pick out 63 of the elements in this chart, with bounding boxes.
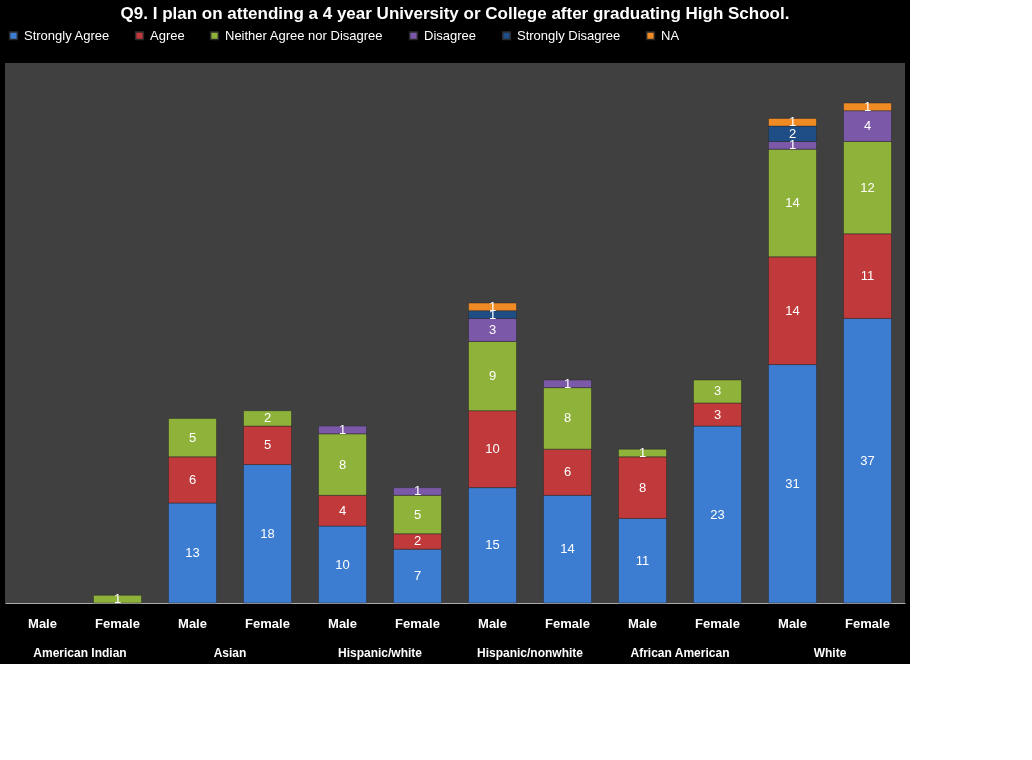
legend-label: Strongly Disagree bbox=[517, 27, 621, 43]
data-label: 6 bbox=[563, 464, 572, 480]
data-label: 4 bbox=[338, 502, 347, 518]
data-label: 1 bbox=[413, 483, 422, 499]
x-tick-label: Male bbox=[478, 615, 507, 631]
data-label: 3 bbox=[713, 406, 722, 422]
chart-title: Q9. I plan on attending a 4 year University or College after graduating High School. bbox=[120, 4, 790, 23]
x-tick-label: Female bbox=[695, 615, 740, 631]
data-label: 1 bbox=[563, 375, 572, 391]
data-label: 9 bbox=[488, 368, 497, 384]
data-label: 31 bbox=[785, 475, 800, 491]
data-label: 10 bbox=[335, 556, 350, 572]
data-label: 5 bbox=[263, 437, 272, 453]
data-label: 8 bbox=[338, 456, 347, 472]
data-label: 4 bbox=[863, 118, 872, 134]
data-label: 1 bbox=[338, 421, 347, 437]
data-label: 1 bbox=[863, 98, 872, 114]
x-tick-label: Female bbox=[845, 615, 890, 631]
legend-label: Disagree bbox=[424, 27, 477, 43]
x-tick-label: Female bbox=[545, 615, 590, 631]
data-label: 23 bbox=[710, 506, 725, 522]
data-label: 18 bbox=[260, 525, 275, 541]
data-label: 8 bbox=[638, 479, 647, 495]
data-label: 14 bbox=[560, 541, 575, 557]
bar bbox=[93, 595, 142, 604]
legend-label: NA bbox=[661, 27, 680, 43]
x-tick-label: Female bbox=[245, 615, 290, 631]
data-label: 11 bbox=[635, 552, 650, 568]
x-tick-label: Male bbox=[328, 615, 357, 631]
data-label: 1 bbox=[638, 445, 647, 460]
data-label: 5 bbox=[188, 429, 197, 445]
x-tick-label: Male bbox=[778, 615, 807, 631]
x-tick-label: Male bbox=[178, 615, 207, 631]
text: American Indian bbox=[33, 646, 127, 660]
data-label: 15 bbox=[485, 537, 500, 553]
text: Hispanic/white bbox=[337, 646, 423, 660]
data-label: 13 bbox=[185, 545, 200, 560]
data-label: 5 bbox=[413, 506, 422, 522]
data-label: 2 bbox=[263, 410, 272, 426]
text: Hispanic/nonwhite bbox=[476, 646, 584, 660]
data-label: 14 bbox=[785, 195, 800, 210]
data-label: 2 bbox=[413, 533, 422, 549]
data-label: 11 bbox=[860, 268, 875, 284]
data-label: 7 bbox=[413, 568, 422, 584]
data-label: 14 bbox=[785, 302, 800, 318]
x-tick-label: Male bbox=[628, 615, 657, 631]
data-label: 3 bbox=[713, 383, 722, 399]
data-label: 8 bbox=[563, 410, 572, 426]
data-label: 6 bbox=[188, 471, 197, 487]
legend-label: Neither Agree nor Disagree bbox=[225, 27, 383, 43]
data-label: 10 bbox=[485, 441, 500, 457]
text: Asian bbox=[213, 646, 247, 660]
x-tick-label: Female bbox=[95, 615, 140, 631]
legend-label: Strongly Agree bbox=[24, 27, 110, 43]
x-tick-label: Male bbox=[28, 615, 57, 631]
data-label: 37 bbox=[860, 452, 875, 468]
text: African American bbox=[630, 646, 730, 660]
x-tick-label: Female bbox=[395, 615, 440, 631]
text: White bbox=[813, 646, 847, 660]
legend-label: Agree bbox=[150, 27, 185, 43]
data-label: 1 bbox=[113, 591, 122, 607]
data-label: 12 bbox=[860, 179, 875, 195]
data-label: 3 bbox=[488, 321, 497, 337]
